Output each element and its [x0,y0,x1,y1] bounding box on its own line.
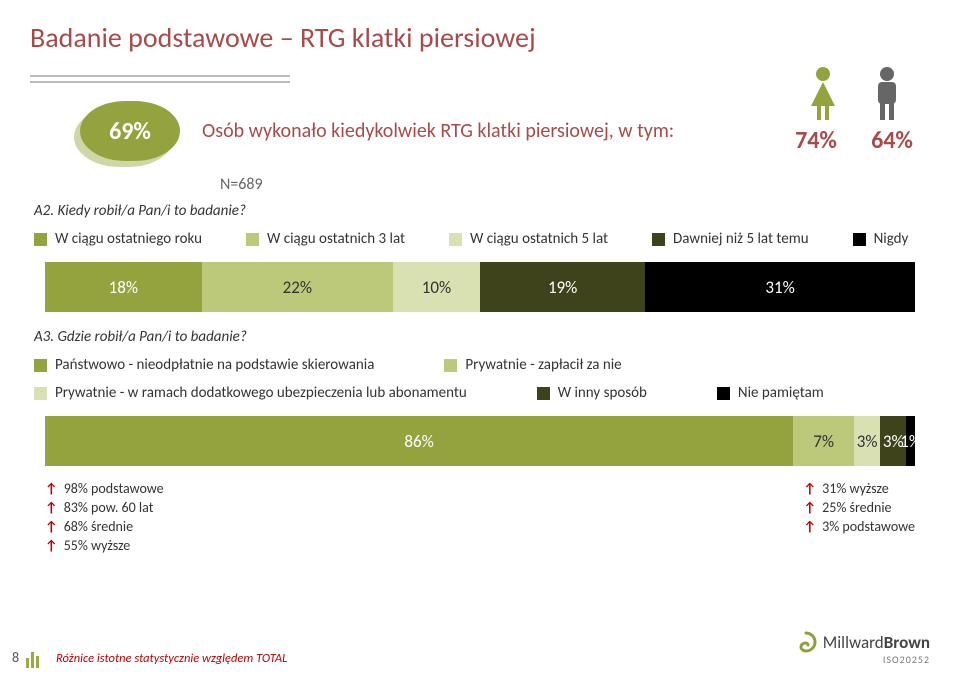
bar-segment: 22% [202,262,393,312]
question-a3: A3. Gdzie robił/a Pan/i to badanie? [34,328,926,346]
page-bars-icon [26,652,39,668]
legend-label: Dawniej niż 5 lat temu [673,230,809,248]
arrow-label: 25% średnie [822,499,891,518]
gender-block: 74% 64% [790,66,918,155]
legend-item: W ciągu ostatnich 3 lat [246,230,405,248]
bar-a2: 18%22%10%19%31% [45,262,915,312]
legend-swatch [853,233,866,246]
legend-item: Prywatnie - zapłacił za nie [444,356,621,374]
legend-label: W ciągu ostatnich 5 lat [470,230,608,248]
brand-logo: MillwardBrown ISO20252 [795,631,930,666]
arrow-up-icon: ↑ [45,499,58,518]
arrow-item: ↑ 68% średnie [45,518,164,537]
legend-label: Nie pamiętam [738,384,824,402]
bar-segment: 86% [45,416,793,466]
legend-a2: W ciągu ostatniego roku W ciągu ostatnich… [34,230,926,248]
arrow-up-icon: ↑ [45,518,58,537]
question-a2: A2. Kiedy robił/a Pan/i to badanie? [34,202,926,220]
arrow-item: ↑ 31% wyższe [803,480,915,499]
bar-a3: 86%7%3%3%1% [45,416,915,466]
arrow-item: ↑ 3% podstawowe [803,518,915,537]
female-icon [803,66,843,122]
headline-pct-badge: 69% [80,101,180,161]
brand-iso: ISO20252 [883,653,930,666]
legend-item: W ciągu ostatniego roku [34,230,202,248]
arrow-label: 55% wyższe [64,537,131,556]
legend-label: W ciągu ostatniego roku [55,230,202,248]
legend-item: Nigdy [853,230,909,248]
male-icon [869,66,905,122]
page-title: Badanie podstawowe – RTG klatki piersiow… [30,20,930,55]
arrow-label: 3% podstawowe [822,518,915,537]
legend-item: Państwowo - nieodpłatnie na podstawie sk… [34,356,374,374]
male-pct: 64% [866,126,918,155]
legend-label: W ciągu ostatnich 3 lat [267,230,405,248]
legend-label: Prywatnie - zapłacił za nie [465,356,621,374]
female-pct: 74% [790,126,842,155]
arrow-up-icon: ↑ [803,480,816,499]
legend-a3: Państwowo - nieodpłatnie na podstawie sk… [34,356,904,402]
arrow-up-icon: ↑ [803,518,816,537]
page-number: 8 [12,649,19,666]
n-label: N=689 [220,175,930,194]
arrow-item: ↑ 98% podstawowe [45,480,164,499]
headline-text: Osób wykonało kiedykolwiek RTG klatki pi… [202,119,674,143]
legend-swatch [717,387,730,400]
footnote: Różnice istotne statystycznie względem T… [56,651,287,666]
arrow-label: 83% pow. 60 lat [64,499,154,518]
bar-segment: 3% [854,416,880,466]
legend-item: W inny sposób [537,384,647,402]
legend-label: Nigdy [874,230,909,248]
bar-segment: 7% [793,416,854,466]
arrow-up-icon: ↑ [45,480,58,499]
arrow-item: ↑ 25% średnie [803,499,915,518]
legend-swatch [34,359,47,372]
brand-name: MillwardBrown [823,632,930,653]
arrows-right: ↑ 31% wyższe ↑ 25% średnie ↑ 3% podstawowe [803,480,915,556]
arrow-item: ↑ 55% wyższe [45,537,164,556]
arrows-left: ↑ 98% podstawowe ↑ 83% pow. 60 lat ↑ 68% śred… [45,480,164,556]
legend-swatch [652,233,665,246]
legend-label: Prywatnie - w ramach dodatkowego ubezpie… [55,384,467,402]
legend-swatch [449,233,462,246]
bar-segment: 19% [480,262,645,312]
legend-item: Dawniej niż 5 lat temu [652,230,809,248]
arrow-up-icon: ↑ [803,499,816,518]
bar-segment: 1% [906,416,915,466]
legend-swatch [246,233,259,246]
legend-swatch [34,233,47,246]
arrow-up-icon: ↑ [45,537,58,556]
bar-segment: 10% [393,262,480,312]
footer-arrows: ↑ 98% podstawowe ↑ 83% pow. 60 lat ↑ 68% śred… [45,480,915,556]
legend-item: W ciągu ostatnich 5 lat [449,230,608,248]
legend-item: Prywatnie - w ramach dodatkowego ubezpie… [34,384,467,402]
legend-swatch [34,387,47,400]
legend-swatch [444,359,457,372]
bar-segment: 18% [45,262,202,312]
bar-segment: 31% [645,262,915,312]
arrow-label: 31% wyższe [822,480,889,499]
arrow-item: ↑ 83% pow. 60 lat [45,499,164,518]
legend-item: Nie pamiętam [717,384,824,402]
title-underline [30,75,290,83]
brand-swirl-icon [795,631,817,653]
arrow-label: 68% średnie [64,518,133,537]
legend-label: Państwowo - nieodpłatnie na podstawie sk… [55,356,374,374]
legend-swatch [537,387,550,400]
arrow-label: 98% podstawowe [64,480,164,499]
legend-label: W inny sposób [558,384,647,402]
